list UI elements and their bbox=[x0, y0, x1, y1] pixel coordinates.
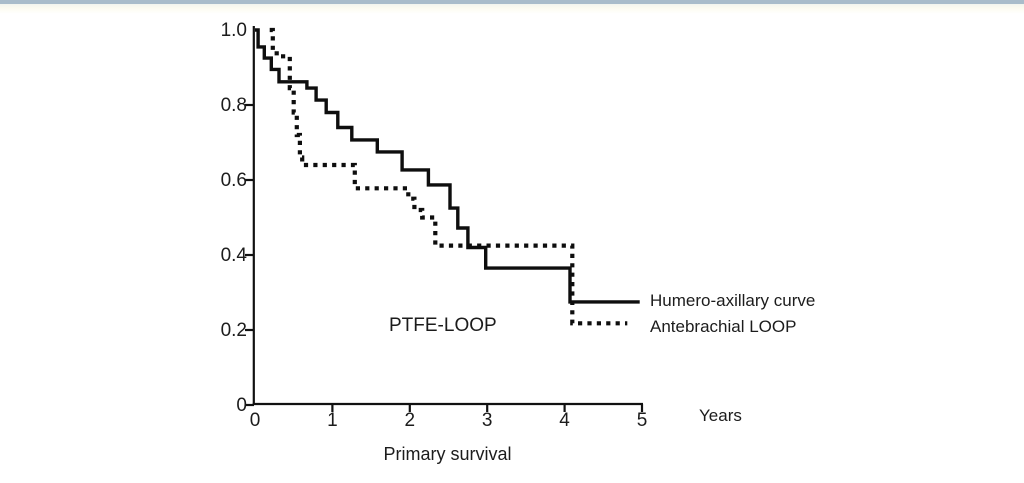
top-accent-fade bbox=[0, 4, 1024, 14]
y-tick-label-0: 0 bbox=[236, 395, 247, 416]
x-tick-label-3: 3 bbox=[481, 410, 493, 431]
y-tick-label-0.8: 0.8 bbox=[220, 95, 247, 116]
legend-humero-axillary-curve: Humero-axillary curve bbox=[650, 291, 816, 310]
top-accent-bar bbox=[0, 0, 1024, 4]
y-tick-label-1.0: 1.0 bbox=[220, 20, 247, 41]
y-tick-label-0.2: 0.2 bbox=[220, 320, 247, 341]
x-tick-label-1: 1 bbox=[327, 410, 338, 431]
series-antebrachial-loop bbox=[269, 27, 628, 326]
x-axis-unit-label: Years bbox=[699, 406, 742, 425]
ptfe-loop-annotation: PTFE-LOOP bbox=[389, 315, 497, 336]
y-tick-label-0.6: 0.6 bbox=[220, 170, 247, 191]
y-tick-label-0.4: 0.4 bbox=[220, 245, 247, 266]
x-axis-title: Primary survival bbox=[383, 444, 512, 464]
x-tick-label-0: 0 bbox=[249, 410, 261, 431]
x-tick-label-2: 2 bbox=[404, 410, 416, 431]
legend-antebrachial-loop: Antebrachial LOOP bbox=[650, 317, 797, 336]
series-humero-axillary bbox=[255, 28, 640, 304]
x-tick-label-5: 5 bbox=[636, 410, 648, 431]
x-tick-label-4: 4 bbox=[559, 410, 570, 431]
